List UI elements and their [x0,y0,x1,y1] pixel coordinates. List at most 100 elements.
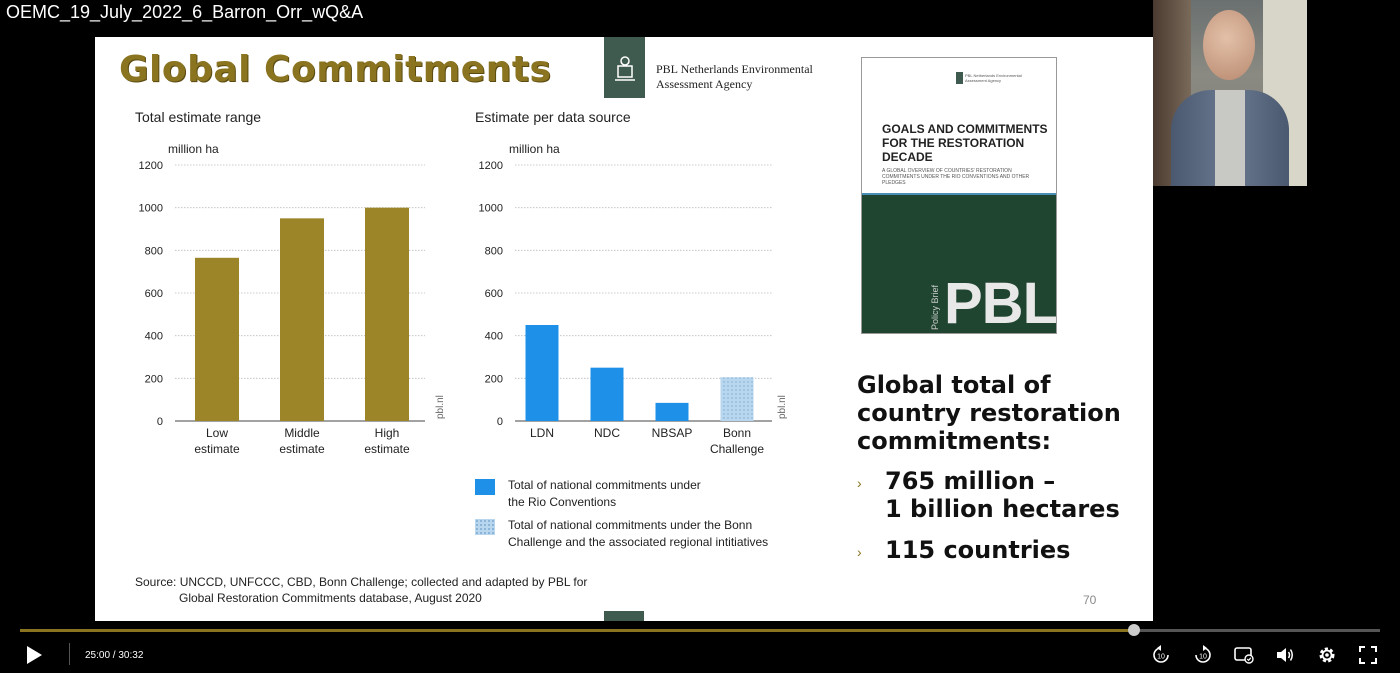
player-controls: 25:00 / 30:32 10 10 [0,621,1400,673]
bullet-line: 1 billion hectares [885,495,1120,523]
legend-line: Total of national commitments under [508,478,701,492]
bullet-line: 115 countries [885,536,1071,564]
legend-label: Total of national commitments under the R… [508,477,701,511]
seek-bar-played [20,629,1134,632]
chart-watermark: pbl.nl [435,395,446,419]
slide: Global Commitments PBL Netherlands Envir… [95,37,1153,629]
bullet-countries: 115 countries [885,536,1070,564]
bar-chart-total-estimate: 0 200 400 600 800 1000 1200 Low estimate Middle es… [139,160,788,456]
legend-line: the Rio Conventions [508,495,617,509]
bullet-line: 765 million – [885,467,1056,495]
cover-divider [862,193,1056,195]
pbl-logo [604,37,645,98]
chart-watermark: pbl.nl [777,395,788,419]
y-tick-label: 400 [145,331,163,343]
y-axis-unit: million ha [168,142,219,156]
bar [720,377,754,421]
legend-label: Total of national commitments under the … [508,517,768,551]
agency-line: PBL Netherlands Environmental [656,62,813,76]
x-tick-label: NBSAP [652,426,693,440]
volume-button[interactable] [1274,644,1296,666]
captions-button[interactable] [1233,644,1255,666]
x-tick-label: LDN [530,426,554,440]
report-cover: PBL Netherlands Environmental Assessment… [861,57,1057,334]
chart-title: Estimate per data source [475,109,631,125]
bar [280,218,324,421]
y-tick-label: 600 [485,288,503,300]
cover-logo [956,72,963,84]
chart-title: Total estimate range [135,109,262,125]
bar [655,402,689,421]
heading-line: country restoration [857,399,1121,427]
play-icon [27,646,42,664]
x-tick-label: NDC [594,426,620,440]
fullscreen-button[interactable] [1357,644,1379,666]
gear-icon [1319,647,1335,663]
y-tick-label: 0 [157,416,163,428]
bullet-chevron-icon: › [857,475,862,491]
x-tick-label: Challenge [710,442,764,456]
webcam-shirt [1215,90,1245,186]
cover-subtitle: A GLOBAL OVERVIEW OF COUNTRIES' RESTORAT… [882,168,1030,186]
cover-policy-brief: Policy Brief [930,284,940,330]
fullscreen-icon [1359,646,1377,664]
y-tick-label: 800 [145,245,163,257]
heading-line: commitments: [857,427,1052,455]
y-tick-label: 600 [145,288,163,300]
x-tick-label: estimate [364,442,410,456]
legend-swatch [475,479,495,495]
presenter-webcam [1153,0,1307,186]
y-axis-unit: million ha [509,142,560,156]
rewind-10-button[interactable]: 10 [1150,644,1172,666]
seek-handle[interactable] [1127,624,1140,636]
settings-button[interactable] [1316,644,1338,666]
bar [525,325,559,421]
legend-swatch [475,519,495,535]
y-tick-label: 1200 [479,160,503,172]
crest-icon [614,55,635,81]
cover-agency: PBL Netherlands Environmental Assessment… [965,73,1022,83]
bar [195,257,239,421]
forward-10-button[interactable]: 10 [1192,644,1214,666]
source-line: Source: UNCCD, UNFCCC, CBD, Bonn Challen… [135,575,588,589]
captions-icon [1234,647,1254,664]
video-title: OEMC_19_July_2022_6_Barron_Orr_wQ&A [6,2,364,22]
x-tick-label: High [375,426,400,440]
x-tick-label: estimate [279,442,325,456]
forward-10-icon: 10 [1195,645,1211,663]
control-divider [69,643,70,665]
bar [590,367,624,421]
global-total-heading: Global total of country restoration comm… [857,371,1121,455]
heading-line: Global total of [857,371,1051,399]
x-tick-label: Middle [284,426,320,440]
y-tick-label: 1000 [139,203,163,215]
cover-title: GOALS AND COMMITMENTS FOR THE RESTORATIO… [882,122,1048,164]
y-tick-label: 0 [497,416,503,428]
bullet-hectares: 765 million – 1 billion hectares [885,467,1120,523]
volume-icon [1277,648,1293,662]
svg-text:10: 10 [1157,654,1165,661]
play-button[interactable] [22,643,46,667]
seek-bar[interactable] [20,624,1380,636]
y-tick-label: 400 [485,331,503,343]
slide-title: Global Commitments [119,49,552,90]
x-tick-label: Bonn [723,426,751,440]
legend-line: Total of national commitments under the … [508,518,753,532]
legend-line: Challenge and the associated regional in… [508,535,769,549]
y-tick-label: 200 [145,373,163,385]
source-line: Global Restoration Commitments database,… [179,591,482,605]
time-display: 25:00 / 30:32 [85,650,144,661]
bar [365,207,409,421]
agency-name: PBL Netherlands Environmental Assessment… [656,62,813,92]
y-tick-label: 1000 [479,203,503,215]
cover-pbl: PBL [944,271,1057,334]
source-note: Source: UNCCD, UNFCCC, CBD, Bonn Challen… [135,574,587,606]
replay-10-icon: 10 [1153,645,1169,663]
agency-line: Assessment Agency [656,77,753,91]
page-number: 70 [1083,593,1097,607]
svg-text:10: 10 [1199,654,1207,661]
cover-bottom [862,195,1056,333]
y-tick-label: 1200 [139,160,163,172]
x-tick-label: Low [206,426,228,440]
x-tick-label: estimate [194,442,240,456]
